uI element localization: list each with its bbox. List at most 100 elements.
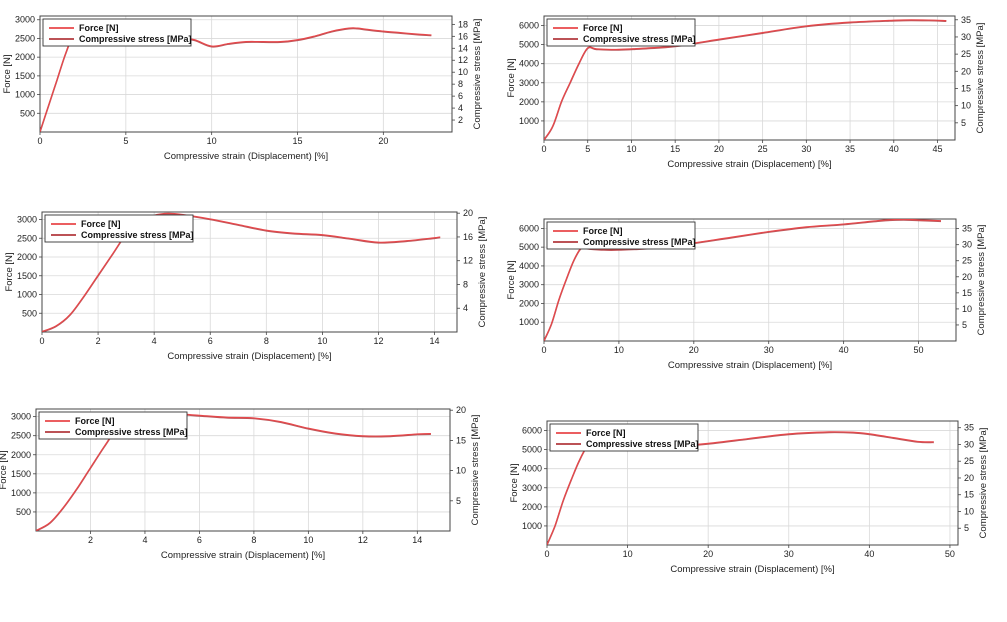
y-tick-label: 3000	[522, 483, 542, 493]
x-tick-label: 6	[208, 336, 213, 346]
y2-tick-label: 10	[964, 506, 974, 516]
y2-tick-label: 5	[456, 496, 461, 506]
y-tick-label: 1000	[519, 317, 539, 327]
y-tick-label: 2500	[17, 233, 37, 243]
series-line-force	[544, 19, 947, 140]
x-tick-label: 20	[703, 549, 713, 559]
legend-label-force: Force [N]	[79, 23, 119, 33]
legend-label-force: Force [N]	[583, 226, 623, 236]
x-tick-label: 0	[544, 549, 549, 559]
y-tick-label: 6000	[522, 426, 542, 436]
y2-tick-label: 25	[961, 49, 971, 59]
legend-box	[546, 221, 696, 250]
y2-tick-label: 12	[458, 55, 468, 65]
legend-box	[38, 411, 188, 440]
y-axis-label: Force [N]	[2, 54, 13, 93]
y-tick-label: 500	[16, 507, 31, 517]
x-tick-label: 30	[801, 144, 811, 154]
x-tick-label: 50	[945, 549, 955, 559]
y2-tick-label: 15	[961, 83, 971, 93]
y2-tick-label: 35	[964, 423, 974, 433]
x-tick-label: 6	[197, 535, 202, 545]
y-tick-label: 1000	[522, 521, 542, 531]
y-tick-label: 3000	[519, 78, 539, 88]
x-axis-label: Compressive strain (Displacement) [%]	[667, 159, 831, 170]
chart-6: 0 10 20 30 40 50 1000 2000 3000 4000 5000 6000 5 10 15…	[509, 420, 989, 575]
legend-box	[42, 18, 192, 47]
y-axis-label: Force [N]	[506, 58, 517, 97]
y2-tick-label: 2	[458, 115, 463, 125]
plot-frame	[543, 15, 956, 141]
y-tick-label: 5000	[522, 445, 542, 455]
x-axis-label: Compressive strain (Displacement) [%]	[668, 360, 832, 371]
y2-tick-label: 10	[962, 304, 972, 314]
x-tick-label: 12	[358, 535, 368, 545]
x-tick-label: 25	[758, 144, 768, 154]
x-tick-label: 15	[670, 144, 680, 154]
legend-box	[546, 18, 696, 47]
y2-tick-label: 5	[964, 523, 969, 533]
x-tick-label: 20	[689, 345, 699, 355]
x-tick-label: 15	[292, 136, 302, 146]
x-axis-label: Compressive strain (Displacement) [%]	[161, 550, 325, 561]
legend-label-force: Force [N]	[583, 23, 623, 33]
y2-tick-label: 6	[458, 91, 463, 101]
legend-label-stress: Compressive stress [MPa]	[586, 439, 699, 449]
y2-axis-label: Compressive stress [MPa]	[472, 19, 483, 130]
y2-tick-label: 10	[456, 466, 466, 476]
chart-4: 0 10 20 30 40 50 1000 2000 3000 4000 5000 6000 5 10 15…	[506, 218, 987, 371]
x-tick-label: 10	[626, 144, 636, 154]
y2-tick-label: 35	[962, 224, 972, 234]
legend-label-stress: Compressive stress [MPa]	[583, 34, 696, 44]
y-tick-label: 3000	[519, 280, 539, 290]
y2-tick-label: 15	[456, 435, 466, 445]
y2-tick-label: 30	[964, 439, 974, 449]
x-axis-label: Compressive strain (Displacement) [%]	[167, 351, 331, 362]
y2-tick-label: 10	[458, 67, 468, 77]
chart-2: 0 5 10 15 20 25 30 35 40 45 1000 2000 3000 4000 5000 60…	[506, 15, 986, 170]
x-tick-label: 2	[88, 535, 93, 545]
y2-axis-label: Compressive stress [MPa]	[976, 225, 987, 336]
x-tick-label: 50	[914, 345, 924, 355]
y-tick-label: 2000	[519, 298, 539, 308]
x-tick-label: 10	[207, 136, 217, 146]
x-tick-label: 10	[317, 336, 327, 346]
legend: Force [N]Compressive stress [MPa]	[549, 423, 699, 452]
x-tick-label: 5	[585, 144, 590, 154]
y2-tick-label: 35	[961, 15, 971, 25]
x-tick-label: 40	[864, 549, 874, 559]
y2-tick-label: 5	[962, 320, 967, 330]
legend-label-stress: Compressive stress [MPa]	[583, 237, 696, 247]
x-tick-label: 14	[412, 535, 422, 545]
legend-label-stress: Compressive stress [MPa]	[81, 230, 194, 240]
chart-5: 2 4 6 8 10 12 14 500 1000 1500 2000 2500 3000 5 10 15 20…	[0, 405, 481, 561]
chart-3: 0 2 4 6 8 10 12 14 500 1000 1500 2000 2500 3000 4 8 12 16…	[4, 208, 488, 362]
x-tick-label: 2	[96, 336, 101, 346]
y2-tick-label: 5	[961, 118, 966, 128]
legend-label-force: Force [N]	[586, 428, 626, 438]
plot-frame	[41, 211, 458, 333]
legend-label-stress: Compressive stress [MPa]	[75, 427, 188, 437]
y-axis-label: Force [N]	[506, 260, 517, 299]
legend-box	[44, 214, 194, 243]
x-tick-label: 4	[142, 535, 147, 545]
x-tick-label: 35	[845, 144, 855, 154]
x-tick-label: 30	[784, 549, 794, 559]
x-tick-label: 45	[933, 144, 943, 154]
x-tick-label: 10	[623, 549, 633, 559]
y-tick-label: 4000	[519, 261, 539, 271]
y2-tick-label: 14	[458, 43, 468, 53]
y2-tick-label: 25	[964, 456, 974, 466]
y2-axis-label: Compressive stress [MPa]	[470, 415, 481, 526]
x-tick-label: 8	[251, 535, 256, 545]
x-axis-label: Compressive strain (Displacement) [%]	[670, 564, 834, 575]
x-tick-label: 12	[373, 336, 383, 346]
y-tick-label: 1500	[11, 469, 31, 479]
plot-frame	[546, 420, 959, 546]
legend: Force [N]Compressive stress [MPa]	[42, 18, 192, 47]
x-tick-label: 4	[152, 336, 157, 346]
y-tick-label: 6000	[519, 21, 539, 31]
x-tick-label: 40	[889, 144, 899, 154]
y-tick-label: 5000	[519, 40, 539, 50]
